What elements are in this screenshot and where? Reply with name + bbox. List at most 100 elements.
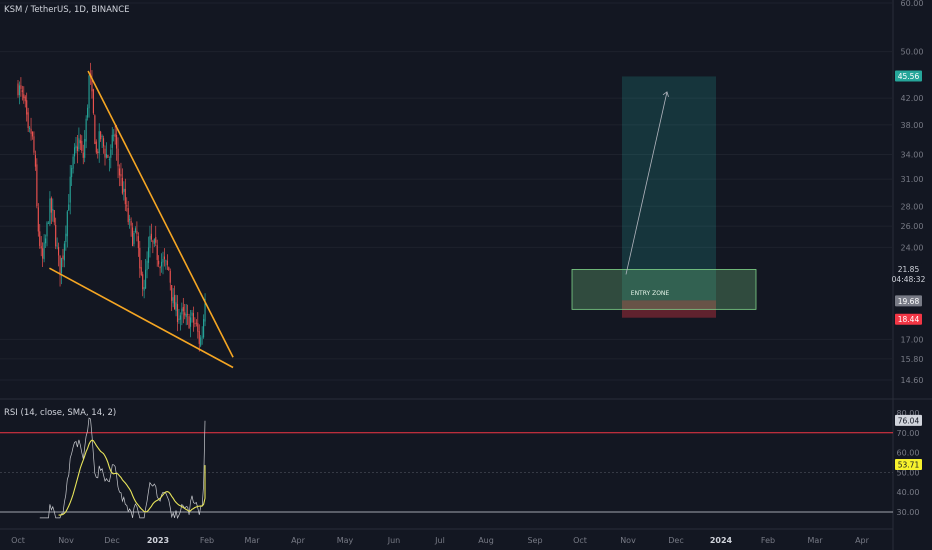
candle-body: [172, 297, 174, 304]
candle-body: [133, 232, 135, 244]
candle-body: [98, 131, 100, 154]
candle-body: [18, 85, 20, 96]
candle-body: [105, 153, 107, 158]
candle-body: [45, 238, 47, 244]
candle-body: [40, 246, 42, 249]
candle-body: [190, 317, 192, 327]
trendline-upper: [87, 70, 234, 358]
candle-body: [78, 138, 80, 150]
time-tick-label: Mar: [244, 536, 260, 545]
candle-body: [169, 270, 171, 283]
time-tick-label: Apr: [291, 536, 306, 545]
position-zones: [571, 76, 757, 318]
chart-title: KSM / TetherUS, 1D, BINANCE: [4, 5, 130, 15]
candle-body: [58, 247, 60, 256]
candle-body: [195, 322, 197, 324]
time-tick-label: Mar: [807, 536, 823, 545]
candle-body: [36, 164, 38, 207]
rsi-tick-label: 50.00: [897, 468, 920, 477]
candle-body: [166, 260, 168, 266]
rsi-ma-line: [58, 439, 206, 516]
rsi-pane: [0, 417, 893, 519]
time-tick-label: Dec: [104, 536, 119, 545]
candle-body: [63, 243, 65, 261]
candle-body: [137, 236, 139, 249]
candle-body: [104, 148, 106, 158]
candle-body: [129, 218, 131, 221]
time-tick-label: Jun: [387, 536, 401, 545]
candle-body: [114, 133, 116, 137]
time-tick-label: Sep: [527, 536, 542, 545]
candle-body: [53, 210, 55, 223]
candle-body: [43, 242, 45, 260]
candle-body: [118, 168, 121, 176]
candle-body: [181, 308, 183, 315]
candle-body: [143, 287, 145, 291]
candle-body: [145, 269, 147, 289]
candle-body: [198, 331, 200, 344]
candle-body: [46, 222, 48, 237]
candle-body: [75, 145, 77, 149]
candle-body: [85, 118, 87, 142]
rsi-line: [39, 417, 206, 519]
candle-body: [62, 255, 64, 259]
price-badge: [895, 295, 922, 307]
time-tick-label: Feb: [761, 536, 775, 545]
entry-zone-label: ENTRY ZONE: [631, 290, 670, 297]
candle-body: [168, 267, 170, 271]
candle-body: [17, 83, 19, 96]
chart-grid: [0, 2, 893, 381]
rsi-badge-text: 53.71: [898, 461, 920, 470]
time-axis: Oct Nov Dec 2023 Feb Mar Apr May Jun Jul Aug Sep Oct…: [0, 528, 893, 545]
projection-line: [625, 91, 668, 275]
time-tick-label: Apr: [855, 536, 870, 545]
candle-body: [182, 306, 184, 312]
candle-body: [187, 314, 189, 315]
target-arrow: [625, 91, 669, 275]
price-tick-label: 42.00: [901, 94, 924, 103]
price-tick-label: 34.00: [901, 151, 924, 160]
candle-body: [130, 221, 132, 226]
candle-body: [178, 318, 180, 321]
candle-body: [120, 174, 122, 177]
candle-body: [76, 146, 78, 152]
candle-body: [136, 230, 138, 235]
price-axis: 60.00 50.00 42.00 38.00 34.00 31.00 28.00 26.00…: [901, 0, 924, 385]
price-tick-label: 28.00: [901, 202, 924, 211]
price-tick-label: 15.80: [901, 355, 924, 364]
candle-body: [134, 228, 136, 232]
candle-body: [126, 205, 128, 207]
time-tick-label: Jul: [434, 536, 445, 545]
candle-body: [200, 337, 202, 346]
candle-body: [117, 148, 119, 167]
candle-body: [110, 149, 112, 158]
time-tick-label: Oct: [11, 536, 25, 545]
candles: [17, 62, 206, 352]
candle-body: [39, 231, 41, 246]
candle-body: [142, 274, 144, 290]
candle-body: [121, 177, 123, 194]
candle-body: [159, 266, 161, 269]
candle-body: [175, 302, 177, 312]
price-tick-label: 26.00: [901, 222, 924, 231]
candle-body: [56, 245, 58, 247]
candle-body: [34, 155, 36, 167]
candle-body: [50, 198, 52, 213]
candle-body: [87, 107, 89, 118]
candle-body: [123, 188, 125, 192]
candle-body: [49, 198, 51, 225]
candle-body: [188, 316, 190, 329]
time-tick-label: Nov: [620, 536, 636, 545]
candle-body: [33, 136, 35, 153]
time-tick-label: 2024: [710, 536, 733, 545]
rsi-tick-label: 80.00: [897, 409, 920, 418]
candle-body: [21, 90, 23, 92]
candle-body: [204, 298, 206, 322]
target-zone: [622, 76, 716, 301]
price-tick-label: 24.00: [901, 243, 924, 252]
candle-body: [163, 256, 165, 260]
candle-body: [162, 258, 164, 263]
candle-body: [100, 131, 102, 140]
price-tick-label: 31.00: [901, 175, 924, 184]
